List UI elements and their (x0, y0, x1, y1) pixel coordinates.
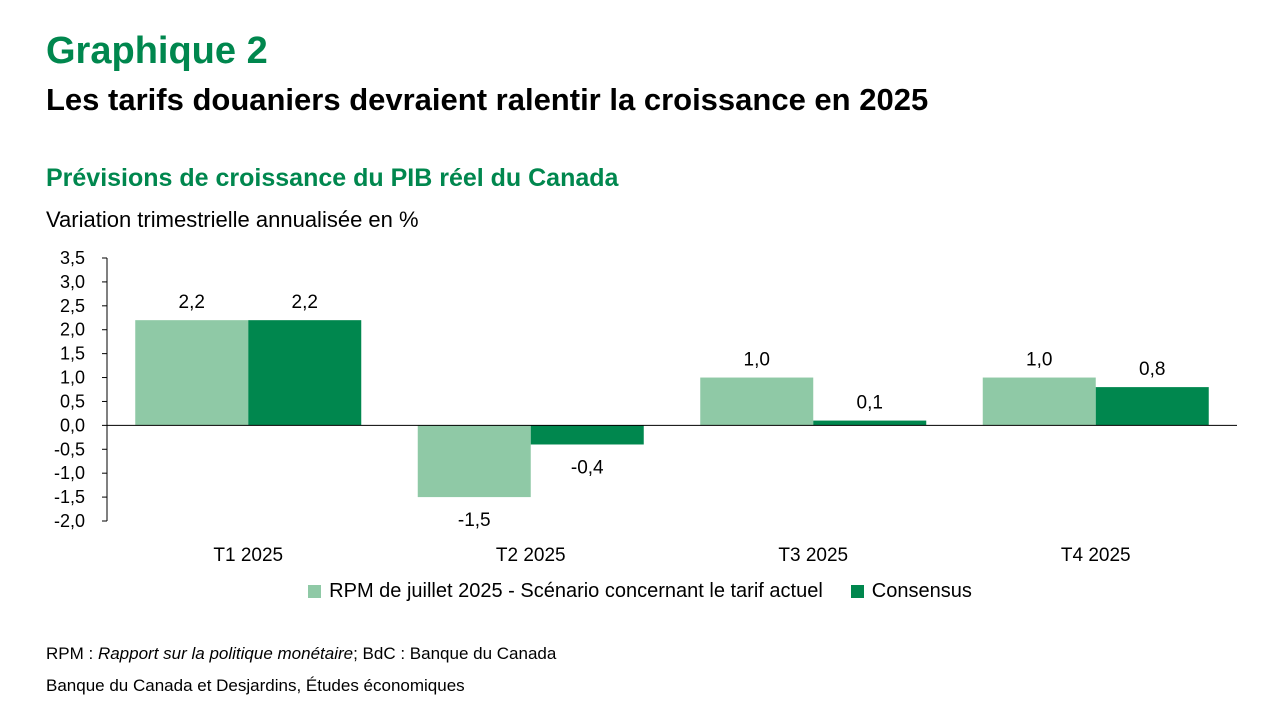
data-label: 0,8 (1139, 359, 1165, 380)
y-tick-label: 2,0 (60, 320, 85, 340)
data-label: 1,0 (744, 350, 770, 371)
legend-swatch-rpm (308, 585, 322, 598)
y-tick-label: 2,5 (60, 296, 85, 316)
legend-item-rpm: RPM de juillet 2025 - Scénario concernan… (308, 580, 823, 603)
y-tick-label: -0,5 (54, 439, 85, 459)
y-tick-label: 3,0 (60, 272, 85, 292)
data-label: -0,4 (571, 457, 604, 478)
y-axis-label: Variation trimestrielle annualisée en % (46, 207, 419, 232)
chart-title: Prévisions de croissance du PIB réel du … (46, 164, 619, 192)
data-label: -1,5 (458, 510, 491, 531)
legend-label-rpm: RPM de juillet 2025 - Scénario concernan… (329, 580, 823, 602)
y-tick-label: 3,5 (60, 248, 85, 268)
x-tick-label: T2 2025 (496, 545, 566, 566)
legend: RPM de juillet 2025 - Scénario concernan… (0, 580, 1280, 603)
x-tick-label: T4 2025 (1061, 545, 1131, 566)
legend-item-consensus: Consensus (850, 580, 972, 603)
bar-rpm (982, 377, 1096, 426)
bar-consensus (813, 420, 927, 426)
bar-consensus (530, 425, 644, 445)
source-note: Banque du Canada et Desjardins, Études é… (46, 676, 465, 695)
y-tick-label: -1,0 (54, 463, 85, 483)
bar-rpm (700, 377, 814, 426)
legend-swatch-consensus (850, 585, 864, 598)
y-tick-label: -1,5 (54, 487, 85, 507)
bar-consensus (1095, 387, 1209, 426)
y-tick-label: 0,5 (60, 391, 85, 411)
chart-number: Graphique 2 (46, 30, 268, 72)
data-label: 2,2 (292, 292, 318, 313)
x-tick-label: T1 2025 (213, 545, 283, 566)
abbreviation-note: RPM : Rapport sur la politique monétaire… (46, 644, 557, 663)
data-label: 0,1 (857, 393, 883, 414)
bar-rpm (135, 320, 249, 426)
y-tick-label: -2,0 (54, 511, 85, 531)
y-tick-label: 1,5 (60, 344, 85, 364)
data-label: 2,2 (179, 292, 205, 313)
page-title: Les tarifs douaniers devraient ralentir … (46, 82, 929, 117)
bar-consensus (248, 320, 362, 426)
y-tick-label: 0,0 (60, 415, 85, 435)
bar-rpm (417, 425, 531, 498)
y-tick-label: 1,0 (60, 368, 85, 388)
legend-label-consensus: Consensus (871, 580, 972, 602)
data-label: 1,0 (1026, 350, 1052, 371)
x-tick-label: T3 2025 (778, 545, 848, 566)
